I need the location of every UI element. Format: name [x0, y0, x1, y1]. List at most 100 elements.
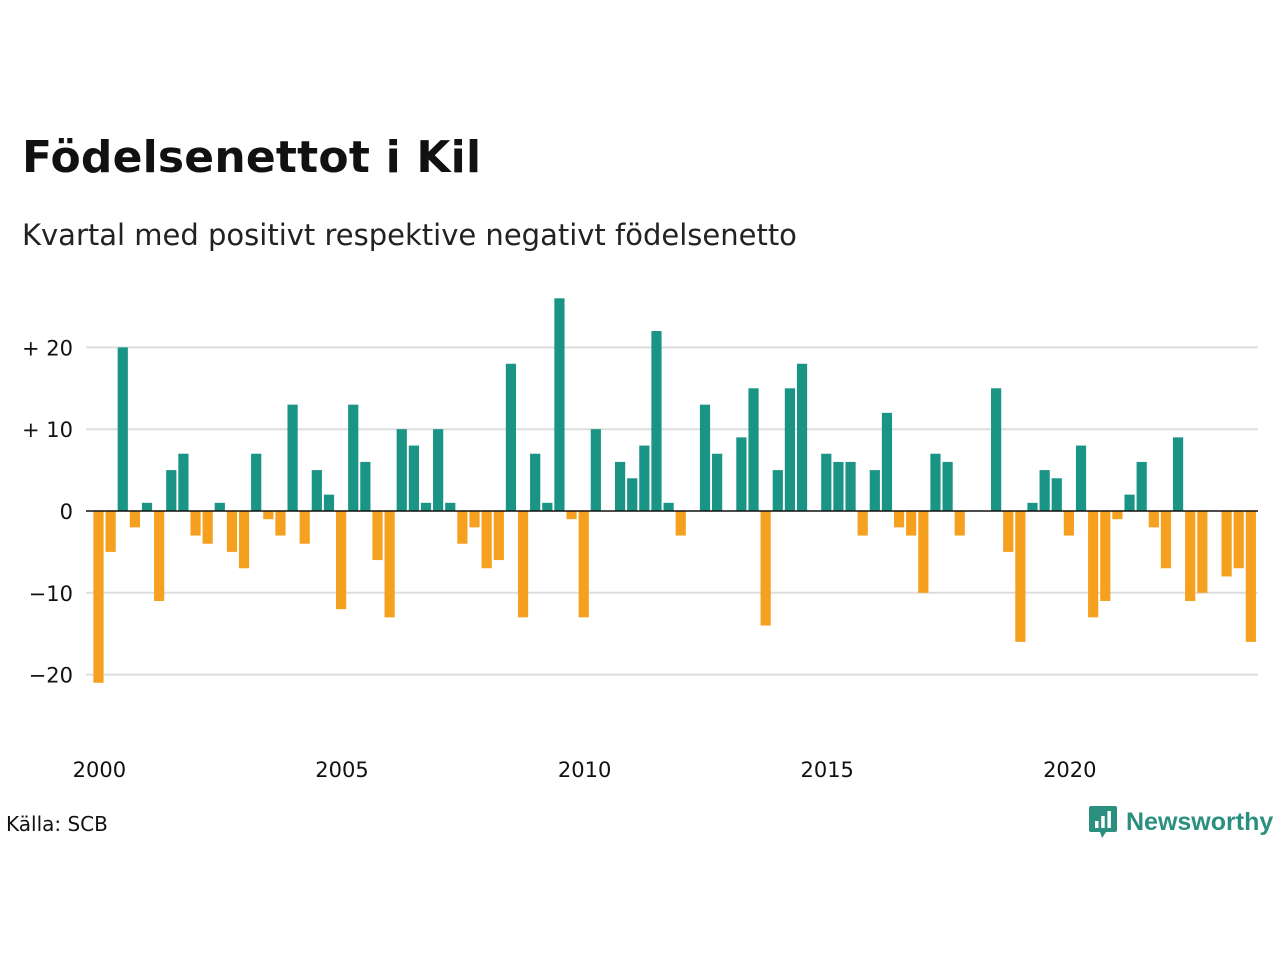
bar-positive — [420, 502, 432, 511]
chart-title: Födelsenettot i Kil — [22, 132, 482, 183]
bar-negative — [1197, 511, 1208, 593]
bar-positive — [554, 298, 565, 511]
bar-positive — [699, 404, 711, 511]
bar-positive — [141, 502, 153, 511]
bar-negative — [154, 511, 165, 601]
bar-positive — [1039, 470, 1050, 511]
y-tick-label: −10 — [29, 582, 73, 606]
bar-positive — [408, 445, 419, 511]
x-tick-label: 2005 — [315, 758, 368, 782]
chart-subtitle: Kvartal med positivt respektive negativt… — [22, 218, 797, 252]
bar-positive — [869, 470, 880, 511]
bar-positive — [712, 453, 723, 511]
bar-negative — [906, 511, 917, 536]
x-tick-label: 2010 — [558, 758, 611, 782]
bar-positive — [433, 429, 444, 511]
bar-positive — [736, 437, 747, 511]
bar-positive — [845, 461, 856, 511]
bar-negative — [190, 511, 201, 536]
source-label: Källa: SCB — [6, 812, 108, 836]
bar-positive — [1136, 461, 1147, 511]
bar-positive — [323, 494, 335, 511]
bar-negative — [1112, 511, 1123, 520]
bar-positive — [930, 453, 941, 511]
bar-positive — [348, 404, 359, 511]
bar-negative — [129, 511, 140, 528]
bar-negative — [1160, 511, 1172, 569]
y-tick-label: −20 — [29, 664, 73, 688]
bar-negative — [1221, 511, 1232, 577]
x-tick-label: 2020 — [1043, 758, 1096, 782]
bar-positive — [833, 461, 844, 511]
bar-negative — [481, 511, 492, 569]
bar-negative — [336, 511, 347, 610]
x-axis-ticks: 2000 2005 2010 2015 2020 — [73, 758, 1097, 782]
bar-positive — [651, 331, 662, 511]
bar-positive — [530, 453, 541, 511]
bars — [93, 298, 1256, 683]
bar-negative — [263, 511, 274, 520]
bar-positive — [614, 461, 626, 511]
bar-negative — [202, 511, 213, 544]
bar-negative — [93, 511, 104, 683]
x-tick-label: 2015 — [800, 758, 853, 782]
bar-positive — [1075, 445, 1087, 511]
bar-negative — [238, 511, 250, 569]
y-tick-label: + 20 — [22, 336, 73, 360]
bar-positive — [178, 453, 189, 511]
bar-positive — [360, 461, 371, 511]
bar-positive — [117, 347, 128, 511]
bar-positive — [542, 502, 553, 511]
bar-negative — [1233, 511, 1244, 569]
bar-negative — [469, 511, 480, 528]
bar-positive — [445, 502, 456, 511]
x-tick-label: 2000 — [73, 758, 126, 782]
bar-positive — [784, 388, 796, 511]
bar-negative — [105, 511, 116, 552]
bar-positive — [639, 445, 650, 511]
bar-positive — [251, 453, 262, 511]
brand-name: Newsworthy — [1126, 807, 1274, 836]
bar-positive — [942, 461, 953, 511]
bar-positive — [590, 429, 601, 511]
bar-negative — [457, 511, 468, 544]
y-tick-label: 0 — [60, 500, 73, 524]
bar-positive — [991, 388, 1002, 511]
bar-negative — [1015, 511, 1026, 642]
bar-positive — [627, 478, 638, 511]
bar-negative — [954, 511, 965, 536]
bar-negative — [857, 511, 868, 536]
bar-negative — [1088, 511, 1099, 618]
bar-negative — [299, 511, 310, 544]
bar-negative — [675, 511, 686, 536]
bar-positive — [663, 502, 674, 511]
bar-positive — [772, 470, 783, 511]
bar-positive — [505, 363, 517, 511]
bar-negative — [1003, 511, 1014, 552]
bar-positive — [1124, 494, 1135, 511]
brand-logo[interactable]: Newsworthy — [1088, 804, 1273, 840]
bar-negative — [918, 511, 929, 593]
bar-negative — [372, 511, 383, 561]
bar-positive — [1027, 502, 1038, 511]
newsworthy-logo-icon — [1089, 806, 1117, 838]
bar-negative — [384, 511, 395, 618]
bar-positive — [396, 429, 407, 511]
bar-positive — [287, 404, 298, 511]
y-tick-label: + 10 — [22, 418, 73, 442]
grid-lines — [86, 346, 1258, 676]
bar-positive — [881, 412, 893, 511]
bar-positive — [214, 502, 225, 511]
bar-negative — [566, 511, 577, 520]
bar-negative — [1063, 511, 1074, 536]
bar-negative — [1245, 511, 1256, 642]
bar-negative — [578, 511, 589, 618]
bar-negative — [517, 511, 529, 618]
bar-negative — [1100, 511, 1111, 601]
bar-negative — [893, 511, 905, 528]
bar-negative — [1185, 511, 1196, 601]
bar-negative — [760, 511, 771, 626]
bar-negative — [226, 511, 238, 552]
bar-positive — [311, 470, 322, 511]
